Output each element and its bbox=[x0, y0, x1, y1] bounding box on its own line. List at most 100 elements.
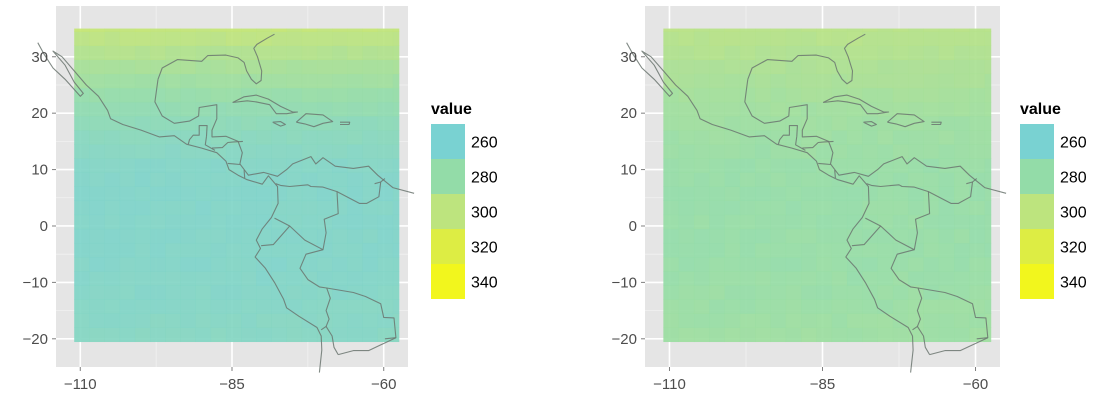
heatmap-cell bbox=[908, 172, 924, 187]
heatmap-cell bbox=[256, 327, 272, 343]
heatmap-cell bbox=[954, 59, 970, 75]
heatmap-cell bbox=[923, 144, 940, 159]
heatmap-cell bbox=[392, 214, 400, 230]
coastline-path bbox=[795, 136, 806, 151]
heatmap-cell bbox=[801, 271, 817, 286]
heatmap-cell bbox=[377, 172, 394, 187]
heatmap-cell bbox=[74, 214, 90, 230]
coastline-layer bbox=[626, 33, 1007, 373]
heatmap-cell bbox=[316, 130, 333, 145]
heatmap-cell bbox=[210, 313, 227, 328]
heatmap-cell bbox=[678, 186, 695, 202]
x-tick-label: −60 bbox=[963, 376, 988, 393]
heatmap-cell bbox=[210, 115, 227, 131]
heatmap-cell bbox=[150, 313, 166, 328]
heatmap-cell bbox=[984, 115, 992, 131]
heatmap-cell bbox=[271, 200, 288, 216]
heatmap-cell bbox=[938, 327, 955, 343]
heatmap-cell bbox=[938, 144, 955, 159]
heatmap-cell bbox=[954, 45, 970, 60]
heatmap-cell bbox=[165, 257, 181, 272]
heatmap-cell bbox=[150, 28, 166, 32]
heatmap-cell bbox=[134, 271, 151, 286]
coastline-path bbox=[326, 287, 397, 340]
heatmap-cell bbox=[271, 299, 288, 314]
heatmap-cell bbox=[377, 101, 394, 117]
heatmap-cell bbox=[241, 327, 257, 343]
heatmap-cell bbox=[755, 130, 771, 145]
heatmap-cell bbox=[862, 28, 878, 32]
heatmap-cell bbox=[908, 228, 924, 244]
heatmap-cell bbox=[739, 242, 756, 258]
x-tick-label: −85 bbox=[810, 376, 835, 393]
heatmap-cell bbox=[816, 87, 833, 103]
heatmap-cell bbox=[256, 73, 272, 89]
heatmap-cell bbox=[362, 45, 379, 60]
heatmap-cell bbox=[739, 313, 756, 328]
heatmap-cell bbox=[709, 115, 725, 131]
heatmap-cell bbox=[134, 242, 151, 258]
heatmap-cell bbox=[225, 101, 242, 117]
heatmap-cell bbox=[286, 45, 303, 60]
heatmap-cell bbox=[332, 101, 348, 117]
heatmap-cell bbox=[377, 186, 394, 202]
heatmap-cell bbox=[678, 172, 695, 187]
heatmap-cell bbox=[316, 313, 333, 328]
heatmap-cell bbox=[195, 327, 212, 343]
heatmap-cell bbox=[150, 130, 166, 145]
heatmap-cell bbox=[104, 186, 121, 202]
heatmap-cell bbox=[165, 73, 181, 89]
heatmap-cell bbox=[195, 257, 212, 272]
heatmap-cell bbox=[663, 59, 680, 75]
heatmap-cell bbox=[678, 285, 695, 300]
heatmap-cell bbox=[678, 228, 695, 244]
heatmap-cell bbox=[301, 172, 318, 187]
heatmap-cell bbox=[739, 101, 756, 117]
heatmap-cell bbox=[770, 285, 787, 300]
heatmap-cell bbox=[892, 158, 909, 173]
heatmap-cell bbox=[347, 130, 363, 145]
heatmap-cell bbox=[301, 327, 318, 343]
heatmap-cell bbox=[256, 101, 272, 117]
legend-label: 260 bbox=[1060, 135, 1087, 152]
heatmap-cell bbox=[347, 242, 363, 258]
heatmap-cell bbox=[301, 214, 318, 230]
heatmap-cell bbox=[785, 200, 802, 216]
heatmap-cell bbox=[831, 299, 848, 314]
heatmap-cell bbox=[908, 186, 924, 202]
heatmap-cell bbox=[693, 228, 710, 244]
heatmap-cell bbox=[347, 73, 363, 89]
heatmap-cell bbox=[332, 271, 348, 286]
heatmap-cell bbox=[104, 285, 121, 300]
heatmap-cell bbox=[862, 299, 878, 314]
heatmap-cell bbox=[392, 285, 400, 300]
heatmap-cell bbox=[724, 144, 741, 159]
heatmap-cell bbox=[892, 59, 909, 75]
heatmap-cell bbox=[709, 73, 725, 89]
heatmap-cell bbox=[877, 130, 894, 145]
heatmap-cell bbox=[709, 144, 725, 159]
heatmap-cell bbox=[286, 313, 303, 328]
heatmap-cell bbox=[301, 200, 318, 216]
heatmap-cell bbox=[225, 73, 242, 89]
heatmap-cell bbox=[846, 73, 863, 89]
heatmap-cell bbox=[225, 59, 242, 75]
heatmap-cell bbox=[256, 115, 272, 131]
heatmap-cell bbox=[301, 228, 318, 244]
heatmap-cell bbox=[984, 228, 992, 244]
heatmap-cell bbox=[908, 73, 924, 89]
heatmap-cell bbox=[709, 285, 725, 300]
coastline-path bbox=[243, 170, 246, 179]
heatmap-cell bbox=[362, 28, 379, 32]
heatmap-cell bbox=[225, 285, 242, 300]
heatmap-cell bbox=[938, 28, 955, 32]
heatmap-cell bbox=[739, 200, 756, 216]
heatmap-cell bbox=[923, 200, 940, 216]
heatmap-cell bbox=[104, 228, 121, 244]
heatmap-cell bbox=[862, 73, 878, 89]
heatmap-cell bbox=[301, 28, 318, 32]
heatmap-cell bbox=[709, 172, 725, 187]
chart-panel-2: −110 −85 −60 30 20 10 0 −10 −20 value 260 280 300 320… bbox=[612, 6, 1087, 393]
heatmap-cell bbox=[74, 101, 90, 117]
heatmap-cell bbox=[770, 28, 787, 32]
